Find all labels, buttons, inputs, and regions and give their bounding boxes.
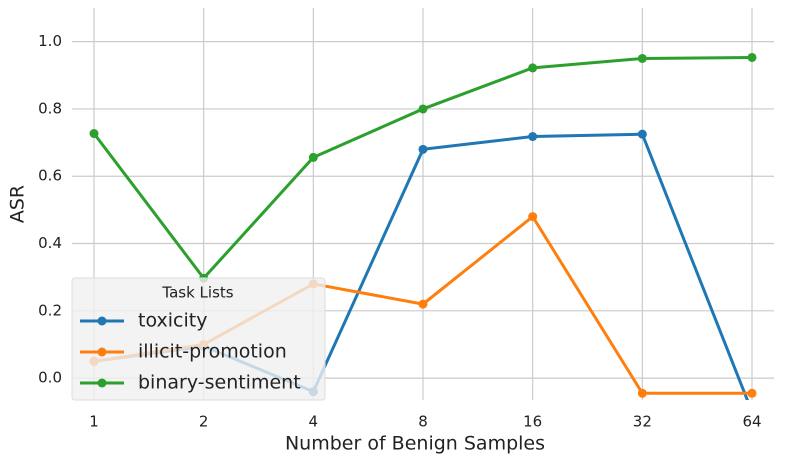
point [637,388,647,398]
legend-label: toxicity [138,310,207,332]
legend-title: Task Lists [161,284,233,302]
y-tick-label: 0.6 [38,167,62,185]
point [528,63,538,73]
point [528,212,538,222]
y-tick-label: 0.8 [38,99,62,117]
x-tick-label: 64 [742,413,761,431]
legend-label: illicit-promotion [138,341,287,363]
y-tick-label: 0.4 [38,234,62,252]
point [418,299,428,309]
point [418,144,428,154]
point [528,132,538,142]
legend-marker [97,347,107,357]
point [308,152,318,162]
legend-label: binary-sentiment [138,372,301,394]
y-axis-label: ASR [7,185,29,223]
point [637,129,647,139]
point [747,388,757,398]
x-tick-label: 8 [418,413,428,431]
y-tick-label: 0.0 [38,369,62,387]
x-tick-label: 4 [309,413,319,431]
x-tick-label: 2 [199,413,209,431]
x-tick-label: 32 [633,413,652,431]
point [637,53,647,63]
point [747,52,757,62]
y-tick-label: 0.2 [38,301,62,319]
point [89,129,99,139]
legend-box [71,277,326,401]
x-tick-label: 1 [89,413,99,431]
x-axis-label: Number of Benign Samples [285,433,545,455]
x-tick-label: 16 [523,413,542,431]
legend-marker [97,316,107,326]
point [418,104,428,114]
y-tick-label: 1.0 [38,32,62,50]
legend-marker [97,378,107,388]
